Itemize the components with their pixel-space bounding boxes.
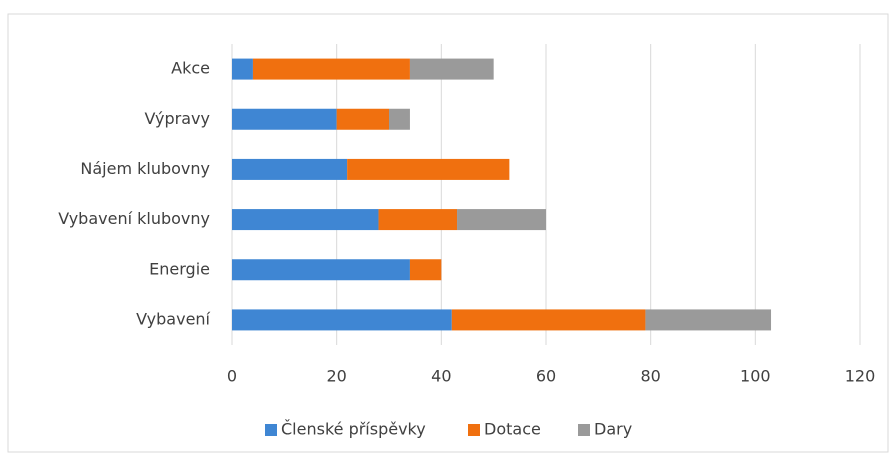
legend-swatch: [265, 424, 277, 436]
x-tick-label: 80: [640, 367, 660, 386]
legend-label: Členské příspěvky: [281, 420, 426, 439]
bar-segment: [409, 58, 494, 80]
bar-segment: [389, 108, 410, 130]
y-tick-label: Nájem klubovny: [80, 159, 210, 178]
bar-segment: [232, 309, 452, 331]
bar-segment: [347, 158, 510, 180]
x-tick-label: 20: [326, 367, 346, 386]
legend-label: Dotace: [484, 420, 541, 439]
bar-segment: [409, 259, 442, 281]
x-tick-label: 40: [431, 367, 451, 386]
y-tick-label: Akce: [171, 59, 210, 78]
bar-segment: [232, 209, 379, 231]
y-tick-label: Výpravy: [145, 109, 210, 128]
legend-label: Dary: [594, 420, 632, 439]
y-tick-label: Energie: [149, 259, 210, 278]
bar-segment: [645, 309, 772, 331]
x-tick-label: 0: [227, 367, 237, 386]
bar-segment: [232, 108, 337, 130]
y-tick-label: Vybavení: [136, 309, 210, 328]
chart-frame: [7, 13, 889, 453]
bar-segment: [457, 209, 546, 231]
bar-segment: [232, 259, 410, 281]
bar-segment: [232, 58, 253, 80]
bar-segment: [336, 108, 389, 130]
x-tick-label: 120: [845, 367, 876, 386]
x-tick-label: 60: [536, 367, 556, 386]
y-tick-label: Vybavení klubovny: [58, 209, 210, 228]
bar-segment: [378, 209, 458, 231]
legend-swatch: [468, 424, 480, 436]
bar-segment: [252, 58, 410, 80]
bar-segment: [232, 158, 348, 180]
bar-segment: [451, 309, 646, 331]
legend-swatch: [578, 424, 590, 436]
x-tick-label: 100: [740, 367, 771, 386]
